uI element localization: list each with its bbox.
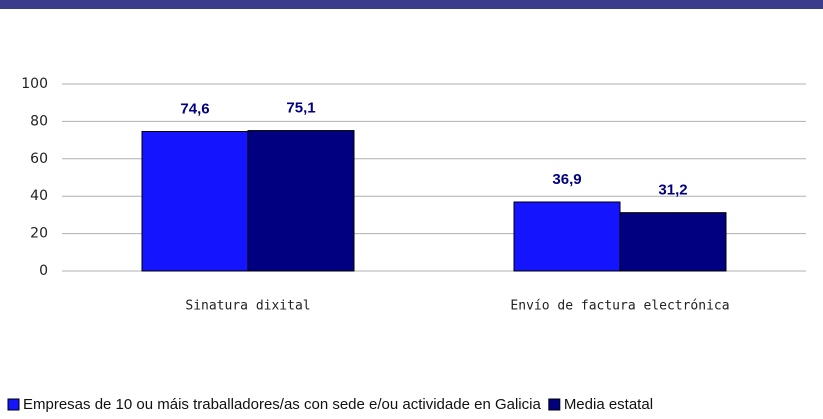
bar (247, 130, 355, 272)
y-tick-label: 40 (30, 188, 48, 204)
bar (619, 212, 727, 272)
value-label: 74,6 (180, 100, 209, 117)
y-tick-label: 0 (39, 263, 48, 279)
value-label: 31,2 (658, 182, 687, 199)
y-tick-label: 20 (30, 226, 48, 242)
y-tick-label: 100 (21, 76, 48, 92)
legend-label: Media estatal (564, 396, 653, 413)
legend-swatch (548, 398, 561, 411)
value-label: 36,9 (552, 171, 581, 188)
x-tick-label: Envío de factura electrónica (510, 299, 729, 314)
legend-label: Empresas de 10 ou máis traballadores/as … (23, 396, 541, 413)
y-tick-label: 60 (30, 151, 48, 167)
bar (513, 201, 621, 272)
bar (141, 130, 249, 272)
x-tick-label: Sinatura dixital (185, 299, 310, 314)
y-tick-label: 80 (30, 113, 48, 129)
value-label: 75,1 (286, 100, 315, 117)
legend-swatch (7, 398, 20, 411)
top-band (0, 0, 823, 9)
